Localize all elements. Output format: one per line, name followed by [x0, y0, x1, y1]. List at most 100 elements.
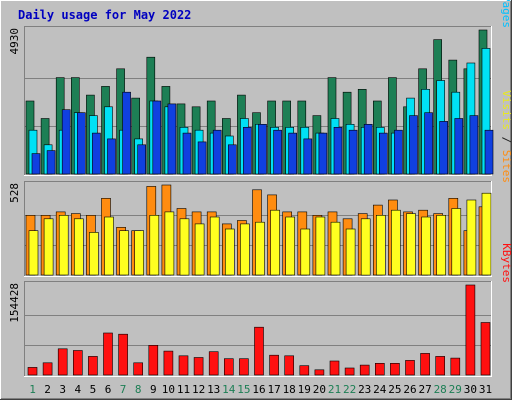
hits-bar-pages-day-30: [469, 115, 479, 175]
visits-bar-sites-day-20: [315, 216, 326, 276]
x-tick-label: 6: [105, 383, 112, 396]
x-axis-labels: 1 2 3 4 5 6 7 8 9 10 11 12 13 14 15 16 17 18 19 20 21 22 23 24 2…: [29, 383, 492, 396]
kbytes-bar-kbytes-day-14: [224, 358, 234, 376]
kbytes-bar-kbytes-day-22: [344, 367, 355, 376]
kbytes-bar-kbytes-day-28: [435, 356, 446, 376]
visits-bar-sites-day-7: [119, 230, 129, 276]
x-tick-label: 12: [192, 383, 205, 396]
panel-hits: 4930 Hits / Files / Pages: [8, 0, 512, 176]
kbytes-bar-kbytes-day-18: [284, 355, 295, 376]
kbytes-bar-kbytes-day-9: [148, 344, 159, 376]
visits-bar-sites-day-3: [58, 215, 69, 276]
kbytes-bar-kbytes-day-21: [329, 360, 340, 376]
visits-bar-sites-day-15: [240, 223, 250, 276]
visits-bar-sites-day-31: [481, 192, 492, 276]
hits-bar-pages-day-19: [303, 138, 313, 175]
hits-bar-pages-day-31: [484, 129, 494, 175]
kbytes-bar-kbytes-day-2: [42, 362, 53, 376]
x-tick-label: 27: [418, 383, 431, 396]
hits-bar-pages-day-12: [197, 141, 207, 175]
hits-bar-pages-day-1: [31, 153, 41, 175]
x-tick-label: 30: [464, 383, 477, 396]
x-tick-label: 22: [343, 383, 356, 396]
kbytes-bar-kbytes-day-31: [480, 322, 491, 376]
visits-bar-sites-day-1: [28, 230, 39, 276]
hits-bar-pages-day-26: [409, 115, 418, 175]
x-tick-label: 5: [90, 383, 97, 396]
x-tick-label: 24: [373, 383, 387, 396]
visits-bar-sites-day-8: [134, 230, 144, 276]
legend-visits: Visits: [500, 90, 512, 130]
visits-bar-sites-day-18: [285, 216, 296, 276]
kbytes-bar-kbytes-day-8: [133, 362, 143, 376]
hits-bar-pages-day-20: [318, 132, 328, 175]
kbytes-bar-kbytes-day-3: [57, 348, 68, 376]
kbytes-bar-kbytes-day-6: [103, 332, 113, 376]
kbytes-bar-kbytes-day-15: [239, 358, 249, 376]
kbytes-bar-kbytes-day-17: [269, 354, 279, 376]
x-tick-label: 20: [313, 383, 326, 396]
y-max-label: 4930: [8, 28, 21, 55]
hits-bar-pages-day-28: [439, 121, 449, 175]
visits-bar-sites-day-24: [375, 215, 386, 276]
hits-bar-pages-day-8: [137, 144, 146, 175]
x-tick-label: 3: [59, 383, 66, 396]
kbytes-bar-kbytes-day-27: [420, 353, 430, 376]
visits-bar-sites-day-6: [104, 216, 114, 276]
hits-bar-pages-day-22: [348, 129, 358, 175]
hits-bar-pages-day-7: [122, 91, 131, 175]
visits-bar-sites-day-16: [255, 221, 265, 276]
panel-visits: 528 Visits / Sites: [8, 90, 512, 277]
visits-bar-sites-day-11: [179, 218, 190, 276]
hits-bar-pages-day-5: [92, 132, 101, 175]
hits-bar-pages-day-27: [424, 112, 433, 175]
visits-bar-sites-day-14: [225, 228, 235, 276]
kbytes-bar-kbytes-day-1: [27, 367, 38, 376]
visits-bar-sites-day-9: [149, 215, 160, 276]
x-tick-label: 28: [434, 383, 447, 396]
kbytes-bar-kbytes-day-13: [208, 351, 219, 376]
visits-bar-sites-day-10: [164, 211, 175, 276]
x-tick-label: 23: [358, 383, 371, 396]
x-tick-label: 18: [283, 383, 296, 396]
kbytes-bar-kbytes-day-5: [88, 356, 98, 376]
hits-bar-pages-day-9: [152, 100, 162, 175]
hits-bar-pages-day-3: [61, 109, 71, 175]
hits-bar-pages-day-17: [273, 129, 282, 175]
kbytes-bar-kbytes-day-20: [314, 369, 325, 376]
x-tick-label: 16: [252, 383, 265, 396]
x-tick-label: 8: [135, 383, 142, 396]
hits-bar-pages-day-2: [46, 150, 56, 175]
legend-kbytes: KBytes: [500, 243, 512, 283]
x-tick-label: 7: [120, 383, 127, 396]
hits-bar-pages-day-25: [394, 129, 403, 175]
hits-bar-pages-day-23: [363, 124, 373, 175]
x-tick-label: 1: [29, 383, 36, 396]
visits-bar-sites-day-4: [74, 218, 84, 276]
x-tick-label: 2: [44, 383, 51, 396]
x-tick-label: 29: [449, 383, 462, 396]
x-tick-label: 10: [162, 383, 175, 396]
hits-bar-pages-day-4: [77, 112, 86, 175]
hits-bar-pages-day-10: [167, 103, 177, 175]
y-max-label: 528: [8, 183, 21, 203]
visits-bar-sites-day-21: [330, 221, 341, 276]
y-series-legend: Visits / Sites: [500, 90, 512, 183]
y-series-legend: Hits / Files / Pages: [500, 0, 512, 28]
kbytes-bar-kbytes-day-24: [374, 362, 385, 376]
hits-bar-pages-day-15: [243, 127, 252, 175]
kbytes-bar-kbytes-day-10: [163, 350, 174, 376]
kbytes-bar-kbytes-day-23: [359, 364, 370, 376]
kbytes-bar-kbytes-day-16: [254, 326, 264, 376]
kbytes-bar-kbytes-day-26: [405, 360, 415, 376]
hits-bar-pages-day-13: [212, 129, 222, 175]
chart-panels: 4930 Hits / Files / Pages 528 Visits / Site…: [8, 0, 512, 377]
x-tick-label: 21: [328, 383, 341, 396]
hits-bar-pages-day-14: [228, 144, 237, 175]
visits-bar-sites-day-23: [360, 218, 371, 276]
kbytes-bar-kbytes-day-30: [465, 284, 476, 376]
visits-bar-sites-day-2: [43, 218, 54, 276]
visits-bar-sites-day-17: [270, 209, 280, 276]
panel-kbytes: 154428 KBytes: [8, 243, 512, 377]
